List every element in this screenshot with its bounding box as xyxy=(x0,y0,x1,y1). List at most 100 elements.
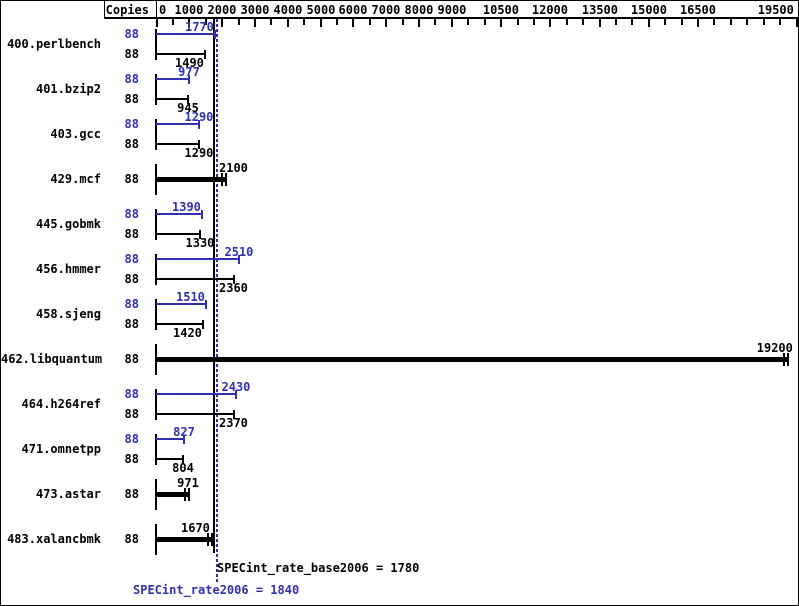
result-value-label: 971 xyxy=(177,476,199,490)
x-axis-major-tick xyxy=(648,17,650,27)
x-axis-minor-tick xyxy=(205,19,207,25)
result-bar-endcap xyxy=(198,120,200,129)
result-bar-endcap xyxy=(198,140,200,149)
base-result-bar xyxy=(156,233,200,235)
result-bar-thick-endcap xyxy=(184,488,190,501)
result-bar-endcap xyxy=(233,410,235,419)
x-axis-tick-label: 7000 xyxy=(371,3,401,17)
copies-value: 88 xyxy=(124,352,139,366)
benchmark-label: 462.libquantum xyxy=(1,352,103,366)
row-axis-segment xyxy=(155,209,157,240)
x-axis-minor-tick xyxy=(582,19,584,25)
copies-value: 88 xyxy=(124,27,139,41)
x-axis-tick-label: 5000 xyxy=(306,3,336,17)
result-value-label: 2360 xyxy=(219,281,248,295)
copies-value: 88 xyxy=(124,72,139,86)
peak-summary-text: SPECint_rate2006 = 1840 xyxy=(133,583,300,597)
base-result-bar xyxy=(156,53,205,55)
x-axis-minor-tick xyxy=(681,19,683,25)
x-axis-tick-label: 12000 xyxy=(531,3,568,17)
base-summary-text: SPECint_rate_base2006 = 1780 xyxy=(217,561,420,575)
x-axis-major-tick xyxy=(287,17,289,27)
row-axis-segment xyxy=(155,29,157,60)
copies-value: 88 xyxy=(124,432,139,446)
result-bar-endcap xyxy=(183,435,185,444)
benchmark-label: 401.bzip2 xyxy=(35,82,101,96)
x-axis-major-tick xyxy=(254,17,256,27)
base-result-bar xyxy=(156,278,234,280)
benchmark-label: 483.xalancbmk xyxy=(7,532,101,546)
x-axis-minor-tick xyxy=(615,19,617,25)
x-axis-tick-label: 16500 xyxy=(679,3,716,17)
x-axis-minor-tick xyxy=(303,19,305,25)
result-bar-endcap xyxy=(202,320,204,329)
result-bar-endcap xyxy=(238,255,240,264)
result-value-label: 2370 xyxy=(219,416,248,430)
result-value-label: 1510 xyxy=(176,290,205,304)
peak-result-bar xyxy=(156,78,189,80)
result-bar-endcap xyxy=(204,50,206,59)
result-bar-endcap xyxy=(199,230,201,239)
result-value-label: 1670 xyxy=(181,521,210,535)
x-axis-minor-tick xyxy=(730,19,732,25)
copies-column-header: Copies xyxy=(105,3,149,17)
x-axis-tick-label: 2000 xyxy=(207,3,237,17)
copies-value: 88 xyxy=(124,172,139,186)
benchmark-label: 445.gobmk xyxy=(35,217,101,231)
result-bar-endcap xyxy=(188,75,190,84)
result-value-label: 804 xyxy=(172,461,194,475)
result-value-label: 945 xyxy=(177,101,199,115)
result-value-label: 1290 xyxy=(184,110,214,124)
result-bar-thick-endcap xyxy=(221,173,227,186)
result-value-label: 1490 xyxy=(175,56,204,70)
result-value-label: 2100 xyxy=(219,161,248,175)
x-axis-major-tick xyxy=(221,17,223,27)
copies-value: 88 xyxy=(124,47,139,61)
x-axis-minor-tick xyxy=(369,19,371,25)
x-axis-minor-tick xyxy=(664,19,666,25)
copies-value: 88 xyxy=(124,227,139,241)
x-axis-minor-tick xyxy=(779,19,781,25)
copies-value: 88 xyxy=(124,272,139,286)
base-result-bar xyxy=(156,98,188,100)
x-axis-minor-tick xyxy=(484,19,486,25)
result-bar-thick xyxy=(156,177,225,182)
x-axis-minor-tick xyxy=(270,19,272,25)
benchmark-label: 473.astar xyxy=(35,487,101,501)
x-axis-major-tick xyxy=(599,17,601,27)
benchmark-label: 471.omnetpp xyxy=(21,442,101,456)
peak-result-bar xyxy=(156,213,202,215)
copies-value: 88 xyxy=(124,137,139,151)
x-axis-major-tick xyxy=(500,17,502,27)
base-result-bar xyxy=(156,413,234,415)
x-axis-major-tick xyxy=(451,17,453,27)
x-axis-tick-label: 8000 xyxy=(404,3,434,17)
peak-result-bar xyxy=(156,33,215,35)
peak-reference-line-dotted xyxy=(216,19,218,582)
result-value-label: 1770 xyxy=(185,20,214,34)
result-bar-endcap xyxy=(233,275,235,284)
result-bar-endcap xyxy=(182,455,184,464)
result-bar-thick xyxy=(156,357,787,362)
benchmark-label: 403.gcc xyxy=(50,127,101,141)
row-axis-segment xyxy=(155,389,157,420)
result-value-label: 977 xyxy=(178,65,200,79)
x-axis-major-tick xyxy=(352,17,354,27)
x-axis-major-tick xyxy=(418,17,420,27)
peak-result-bar xyxy=(156,393,236,395)
copies-value: 88 xyxy=(124,317,139,331)
x-axis-tick-label: 6000 xyxy=(338,3,368,17)
result-value-label: 1330 xyxy=(185,236,215,250)
copies-value: 88 xyxy=(124,387,139,401)
copies-value: 88 xyxy=(124,487,139,501)
x-axis-tick-label: 19500 xyxy=(757,3,794,17)
copies-value: 88 xyxy=(124,297,139,311)
benchmark-label: 429.mcf xyxy=(50,172,101,186)
base-result-bar xyxy=(156,323,203,325)
x-axis-minor-tick xyxy=(631,19,633,25)
peak-result-bar xyxy=(156,303,206,305)
result-value-label: 827 xyxy=(173,425,195,439)
result-bar-endcap xyxy=(187,95,189,104)
x-axis-tick-label: 4000 xyxy=(273,3,303,17)
